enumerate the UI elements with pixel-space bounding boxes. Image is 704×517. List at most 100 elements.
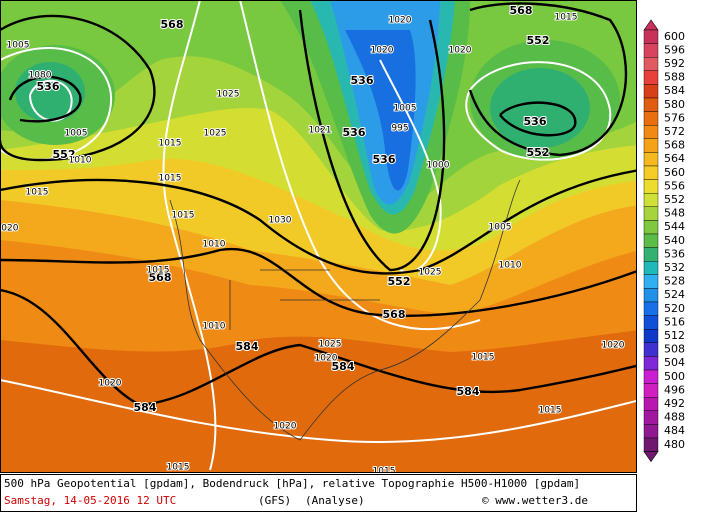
- legend-label: 500: [664, 370, 685, 383]
- isobar-label: 1020: [0, 224, 19, 234]
- legend-swatch: [643, 424, 659, 439]
- legend-label: 544: [664, 220, 685, 233]
- legend-label: 524: [664, 288, 685, 301]
- isobar-label: 1015: [159, 139, 182, 149]
- legend-label: 576: [664, 111, 685, 124]
- map-frame: [0, 0, 637, 473]
- contour-label: 568: [161, 18, 184, 31]
- contour-label: 536: [37, 80, 60, 93]
- isobar-label: 1015: [147, 266, 170, 276]
- legend-swatch: [643, 43, 659, 58]
- isobar-label: 1010: [499, 261, 522, 271]
- isobar-label: 1010: [203, 322, 226, 332]
- isobar-label: 1015: [373, 467, 396, 477]
- legend-swatch: [643, 329, 659, 344]
- isobar-label: 1015: [159, 174, 182, 184]
- isobar-label: 1030: [269, 216, 292, 226]
- legend-swatch: [643, 397, 659, 412]
- legend-label: 540: [664, 234, 685, 247]
- legend-label: 488: [664, 411, 685, 424]
- legend-label: 532: [664, 261, 685, 274]
- legend: 6005965925885845805765725685645605565525…: [643, 19, 685, 463]
- legend-swatch: [643, 288, 659, 303]
- legend-swatch: [643, 165, 659, 180]
- isobar-label: 1025: [204, 129, 227, 139]
- legend-label: 480: [664, 438, 685, 451]
- legend-label: 548: [664, 207, 685, 220]
- legend-label: 572: [664, 125, 685, 138]
- isobar-label: 1000: [427, 161, 450, 171]
- contour-label: 536: [373, 153, 396, 166]
- legend-label: 580: [664, 98, 685, 111]
- legend-label: 536: [664, 247, 685, 260]
- isobar-label: 1020: [389, 16, 412, 26]
- caption-run: (Analyse): [305, 494, 365, 507]
- contour-label: 552: [388, 275, 411, 288]
- legend-label: 568: [664, 139, 685, 152]
- legend-swatch: [643, 383, 659, 398]
- contour-label: 568: [383, 308, 406, 321]
- legend-swatch: [643, 233, 659, 248]
- caption-model: (GFS): [258, 494, 291, 507]
- contour-label: 536: [351, 74, 374, 87]
- contour-label: 552: [53, 148, 76, 161]
- contour-label: 584: [236, 340, 259, 353]
- legend-label: 484: [664, 424, 685, 437]
- legend-swatch: [643, 315, 659, 330]
- contour-label: 536: [343, 126, 366, 139]
- legend-label: 508: [664, 343, 685, 356]
- isobar-label: 1015: [167, 463, 190, 473]
- map: 568 568 536 552 536 536 536 552 536 552 568 552 568 5…: [0, 1, 636, 477]
- legend-swatch: [643, 356, 659, 371]
- isobar-label: 1020: [274, 422, 297, 432]
- legend-label: 564: [664, 152, 685, 165]
- isobar-label: 1005: [489, 223, 512, 233]
- legend-label: 592: [664, 57, 685, 70]
- isobar-label: 1015: [472, 353, 495, 363]
- isobar-label: 1010: [203, 240, 226, 250]
- legend-swatch: [643, 206, 659, 221]
- caption-box: [0, 474, 637, 512]
- isobar-label: 1015: [539, 406, 562, 416]
- legend-swatch: [643, 220, 659, 235]
- legend-swatch: [643, 111, 659, 126]
- legend-label: 496: [664, 383, 685, 396]
- isobar-label: 1020: [371, 46, 394, 56]
- legend-label: 556: [664, 179, 685, 192]
- isobar-label: 1020: [99, 379, 122, 389]
- isobar-label: 1020: [449, 46, 472, 56]
- legend-label: 528: [664, 275, 685, 288]
- legend-swatch: [643, 247, 659, 262]
- isobar-label: 1021: [309, 126, 332, 136]
- legend-swatch: [643, 192, 659, 207]
- caption-description: 500 hPa Geopotential [gpdam], Bodendruck…: [4, 477, 580, 490]
- legend-label: 492: [664, 397, 685, 410]
- legend-swatch: [643, 342, 659, 357]
- legend-arrow-bottom: [643, 451, 659, 463]
- contour-label: 536: [524, 115, 547, 128]
- isobar-label: 1015: [172, 211, 195, 221]
- contour-label: 568: [149, 271, 172, 284]
- isobar-label: 1005: [7, 41, 30, 51]
- legend-label: 588: [664, 71, 685, 84]
- isobar-label: 1020: [602, 341, 625, 351]
- isobar-label: 1010: [69, 156, 92, 166]
- isobar-label: 1005: [65, 129, 88, 139]
- isobar-label: 1005: [394, 104, 417, 114]
- contour-label: 584: [332, 360, 355, 373]
- legend-swatch: [643, 84, 659, 99]
- legend-swatch: [643, 57, 659, 72]
- isobar-label: 1025: [419, 268, 442, 278]
- contour-label: 584: [457, 385, 480, 398]
- contour-label: 552: [527, 34, 550, 47]
- legend-label: 584: [664, 84, 685, 97]
- isobar-label: 1080: [29, 71, 52, 81]
- isobar-label: 1025: [217, 90, 240, 100]
- legend-swatch: [643, 410, 659, 425]
- legend-swatch: [643, 70, 659, 85]
- legend-swatch: [643, 152, 659, 167]
- contour-label: 584: [134, 401, 157, 414]
- legend-label: 516: [664, 315, 685, 328]
- legend-swatch: [643, 301, 659, 316]
